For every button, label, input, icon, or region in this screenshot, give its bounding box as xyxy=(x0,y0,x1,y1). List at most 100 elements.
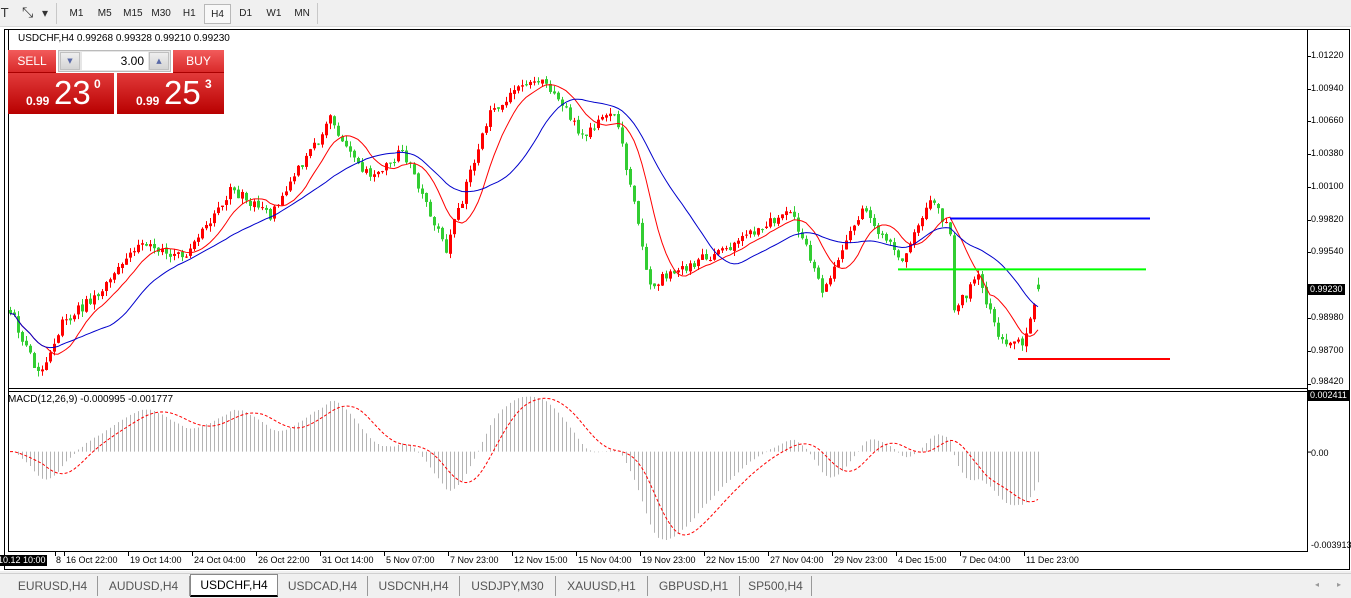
candle-body xyxy=(73,315,76,320)
candle-body xyxy=(1017,339,1020,342)
scroll-left-icon[interactable]: ◂ xyxy=(1315,580,1320,589)
candle-body xyxy=(549,83,552,92)
candle-body xyxy=(109,279,112,283)
candle-body xyxy=(713,254,716,260)
timeframe-m1[interactable]: M1 xyxy=(69,8,84,19)
candle-body xyxy=(997,322,1000,337)
macd-zero-label: 0.00 xyxy=(1311,448,1329,458)
candle-body xyxy=(933,200,936,203)
chart-frame xyxy=(4,29,1350,570)
candle-body xyxy=(229,187,232,200)
candle-body xyxy=(989,303,992,310)
tab-usdcad-h4[interactable]: USDCAD,H4 xyxy=(278,576,368,596)
candle-body xyxy=(945,222,948,224)
candle-body xyxy=(785,211,788,216)
candle-body xyxy=(729,247,732,251)
candle-body xyxy=(481,133,484,149)
candle-body xyxy=(221,205,224,208)
candle-body xyxy=(473,162,476,171)
candle-body xyxy=(673,270,676,274)
buy-price-box[interactable]: 0.99 25 3 xyxy=(117,73,224,114)
price-axis-label: 0.98700 xyxy=(1311,345,1344,355)
candle-body xyxy=(177,252,180,254)
candle-body xyxy=(733,242,736,251)
timeframe-mn[interactable]: MN xyxy=(294,8,310,19)
price-axis-label: 0.98980 xyxy=(1311,312,1344,322)
candle-body xyxy=(749,230,752,235)
candle-body xyxy=(601,116,604,120)
timeframe-m30[interactable]: M30 xyxy=(151,8,171,19)
candle-body xyxy=(489,110,492,127)
tab-usdchf-h4[interactable]: USDCHF,H4 xyxy=(190,574,278,597)
timeframe-h4[interactable]: H4 xyxy=(204,4,231,24)
timeframe-w1[interactable]: W1 xyxy=(266,8,282,19)
candle-body xyxy=(781,214,784,219)
candle-body xyxy=(149,244,152,247)
time-axis-label: 8 xyxy=(56,555,62,565)
tab-audusd-h4[interactable]: AUDUSD,H4 xyxy=(98,576,190,596)
toolbar: T ⤡ ▾ M1 M5 M15 M30 H1 H4 D1 W1 MN xyxy=(0,0,1351,27)
candle-body xyxy=(717,250,720,255)
candle-body xyxy=(405,150,408,163)
candle-body xyxy=(769,218,772,227)
timeframe-h1[interactable]: H1 xyxy=(182,8,196,19)
candle-body xyxy=(265,207,268,210)
timeframe-d1[interactable]: D1 xyxy=(239,8,253,19)
candle-body xyxy=(909,243,912,253)
candle-body xyxy=(577,119,580,134)
candle-body xyxy=(397,150,400,162)
candle-body xyxy=(1001,337,1004,340)
volume-down-button[interactable]: ▼ xyxy=(60,52,80,70)
candle-body xyxy=(329,115,332,124)
candle-body xyxy=(273,206,276,219)
candle-body xyxy=(477,149,480,163)
candle-body xyxy=(61,319,64,336)
candle-body xyxy=(113,273,116,280)
timeframe-m5[interactable]: M5 xyxy=(97,8,112,19)
candle-body xyxy=(401,150,404,152)
candle-body xyxy=(225,200,228,205)
arrows-tool-icon[interactable]: ⤡ xyxy=(22,5,34,21)
text-tool-icon[interactable]: T xyxy=(1,6,9,20)
volume-stepper[interactable]: ▼ 3.00 ▲ xyxy=(58,50,171,72)
candle-body xyxy=(201,228,204,239)
candle-body xyxy=(161,248,164,253)
candle-body xyxy=(917,225,920,233)
dropdown-icon[interactable]: ▾ xyxy=(42,6,49,20)
candle-body xyxy=(865,208,868,212)
candle-body xyxy=(321,134,324,145)
candle-body xyxy=(365,169,368,173)
scroll-right-icon[interactable]: ▸ xyxy=(1337,580,1342,589)
candle-body xyxy=(953,235,956,311)
candle-body xyxy=(57,335,60,343)
candle-body xyxy=(345,140,348,147)
buy-button[interactable]: BUY xyxy=(173,50,224,73)
candle-body xyxy=(85,299,88,312)
tab-eurusd-h4[interactable]: EURUSD,H4 xyxy=(8,576,98,596)
candle-body xyxy=(69,318,72,321)
volume-input[interactable]: 3.00 xyxy=(82,52,148,70)
timeframe-m15[interactable]: M15 xyxy=(123,8,143,19)
candle-body xyxy=(301,165,304,167)
candle-body xyxy=(261,207,264,209)
candle-body xyxy=(709,260,712,262)
candle-body xyxy=(249,200,252,206)
candle-body xyxy=(289,181,292,191)
candle-body xyxy=(269,208,272,220)
candle-body xyxy=(525,84,528,86)
sell-button[interactable]: SELL xyxy=(8,50,56,73)
candle-body xyxy=(377,171,380,175)
tab-xauusd-h1[interactable]: XAUUSD,H1 xyxy=(556,576,648,596)
tab-sp500-h4[interactable]: SP500,H4 xyxy=(740,576,812,596)
candle-body xyxy=(853,225,856,231)
sell-price-box[interactable]: 0.99 23 0 xyxy=(8,73,114,114)
candle-body xyxy=(341,136,344,142)
tab-usdcnh-h4[interactable]: USDCNH,H4 xyxy=(368,576,460,596)
tab-usdjpy-m30[interactable]: USDJPY,M30 xyxy=(460,576,556,596)
candle-body xyxy=(737,240,740,244)
candle-body xyxy=(589,127,592,138)
tab-gbpusd-h1[interactable]: GBPUSD,H1 xyxy=(648,576,740,596)
volume-up-button[interactable]: ▲ xyxy=(149,52,169,70)
candle-body xyxy=(905,253,908,263)
